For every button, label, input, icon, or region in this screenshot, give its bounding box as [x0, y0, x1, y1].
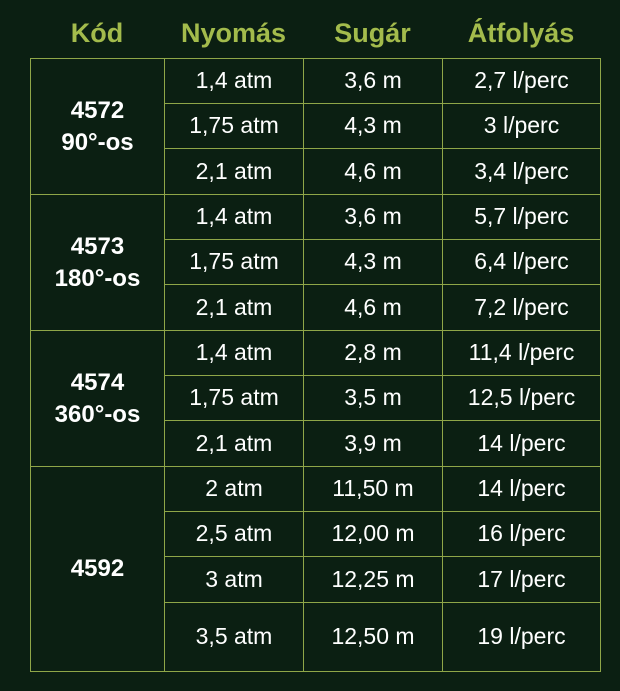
table-row: 2,5 atm 12,00 m 16 l/perc: [31, 511, 601, 557]
pressure-cell: 2,1 atm: [164, 284, 304, 331]
flow-cell: 12,5 l/perc: [442, 375, 601, 421]
product-code: 4592: [70, 555, 125, 582]
radius-cell: 3,9 m: [303, 420, 443, 467]
flow-cell: 11,4 l/perc: [442, 330, 601, 376]
pressure-cell: 3 atm: [164, 556, 304, 603]
product-code: 4572: [70, 96, 125, 124]
radius-cell: 3,5 m: [303, 375, 443, 421]
flow-cell: 3 l/perc: [442, 103, 601, 149]
spec-table: 4572 90°-os 1,4 atm 3,6 m 2,7 l/perc 1,75 atm…: [30, 58, 601, 672]
product-code-cell: 4573 180°-os: [30, 194, 165, 331]
flow-cell: 16 l/perc: [442, 511, 601, 557]
radius-cell: 3,6 m: [303, 194, 443, 240]
flow-cell: 5,7 l/perc: [442, 194, 601, 240]
table-row: 3,5 atm 12,50 m 19 l/perc: [31, 602, 601, 672]
table-row: 4574 360°-os 1,4 atm 2,8 m 11,4 l/perc: [30, 330, 601, 467]
radius-cell: 12,25 m: [303, 556, 443, 603]
header-radius: Sugár: [334, 17, 411, 48]
pressure-cell: 2,1 atm: [164, 148, 304, 195]
radius-cell: 3,6 m: [303, 58, 443, 104]
pressure-cell: 1,4 atm: [164, 58, 304, 104]
pressure-cell: 2,1 atm: [164, 420, 304, 467]
pressure-cell: 2 atm: [164, 466, 304, 512]
spray-angle: 180°-os: [54, 264, 141, 292]
table-row: 4573 180°-os 1,4 atm 3,6 m 5,7 l/perc: [30, 194, 601, 331]
radius-cell: 12,50 m: [303, 602, 443, 672]
radius-cell: 4,3 m: [303, 103, 443, 149]
radius-cell: 4,6 m: [303, 284, 443, 331]
flow-cell: 17 l/perc: [442, 556, 601, 603]
spec-table-body: 4572 90°-os 1,4 atm 3,6 m 2,7 l/perc 1,75 atm…: [30, 58, 601, 672]
flow-cell: 7,2 l/perc: [442, 284, 601, 331]
table-row: 2,1 atm 4,6 m 7,2 l/perc: [31, 284, 601, 331]
spray-angle: 90°-os: [61, 128, 134, 156]
flow-cell: 6,4 l/perc: [442, 239, 601, 285]
product-code-cell: 4572 90°-os: [30, 58, 165, 195]
flow-cell: 14 l/perc: [442, 466, 601, 512]
header-code: Kód: [70, 17, 124, 48]
table-row: 2,1 atm 3,9 m 14 l/perc: [31, 420, 601, 467]
radius-cell: 12,00 m: [303, 511, 443, 557]
radius-cell: 4,6 m: [303, 148, 443, 195]
header-pressure: Nyomás: [180, 17, 287, 48]
product-code: 4573: [70, 232, 125, 260]
table-row: 4592 2 atm 11,50 m 14 l/perc: [30, 466, 601, 672]
pressure-cell: 1,75 atm: [164, 239, 304, 285]
pressure-cell: 1,4 atm: [164, 194, 304, 240]
table-row: 3 atm 12,25 m 17 l/perc: [31, 556, 601, 603]
flow-cell: 19 l/perc: [442, 602, 601, 672]
flow-cell: 2,7 l/perc: [442, 58, 601, 104]
pressure-cell: 1,4 atm: [164, 330, 304, 376]
pressure-cell: 1,75 atm: [164, 103, 304, 149]
table-row: 1,75 atm 3,5 m 12,5 l/perc: [31, 375, 601, 421]
product-code: 4574: [70, 368, 125, 396]
pressure-cell: 3,5 atm: [164, 602, 304, 672]
radius-cell: 4,3 m: [303, 239, 443, 285]
pressure-cell: 2,5 atm: [164, 511, 304, 557]
radius-cell: 2,8 m: [303, 330, 443, 376]
product-code-cell: 4592: [30, 466, 165, 672]
flow-cell: 3,4 l/perc: [442, 148, 601, 195]
table-row: 4572 90°-os 1,4 atm 3,6 m 2,7 l/perc: [30, 58, 601, 195]
product-code-cell: 4574 360°-os: [30, 330, 165, 467]
radius-cell: 11,50 m: [303, 466, 443, 512]
spray-angle: 360°-os: [54, 400, 141, 428]
header-flow: Átfolyás: [467, 17, 575, 48]
pressure-cell: 1,75 atm: [164, 375, 304, 421]
flow-cell: 14 l/perc: [442, 420, 601, 467]
